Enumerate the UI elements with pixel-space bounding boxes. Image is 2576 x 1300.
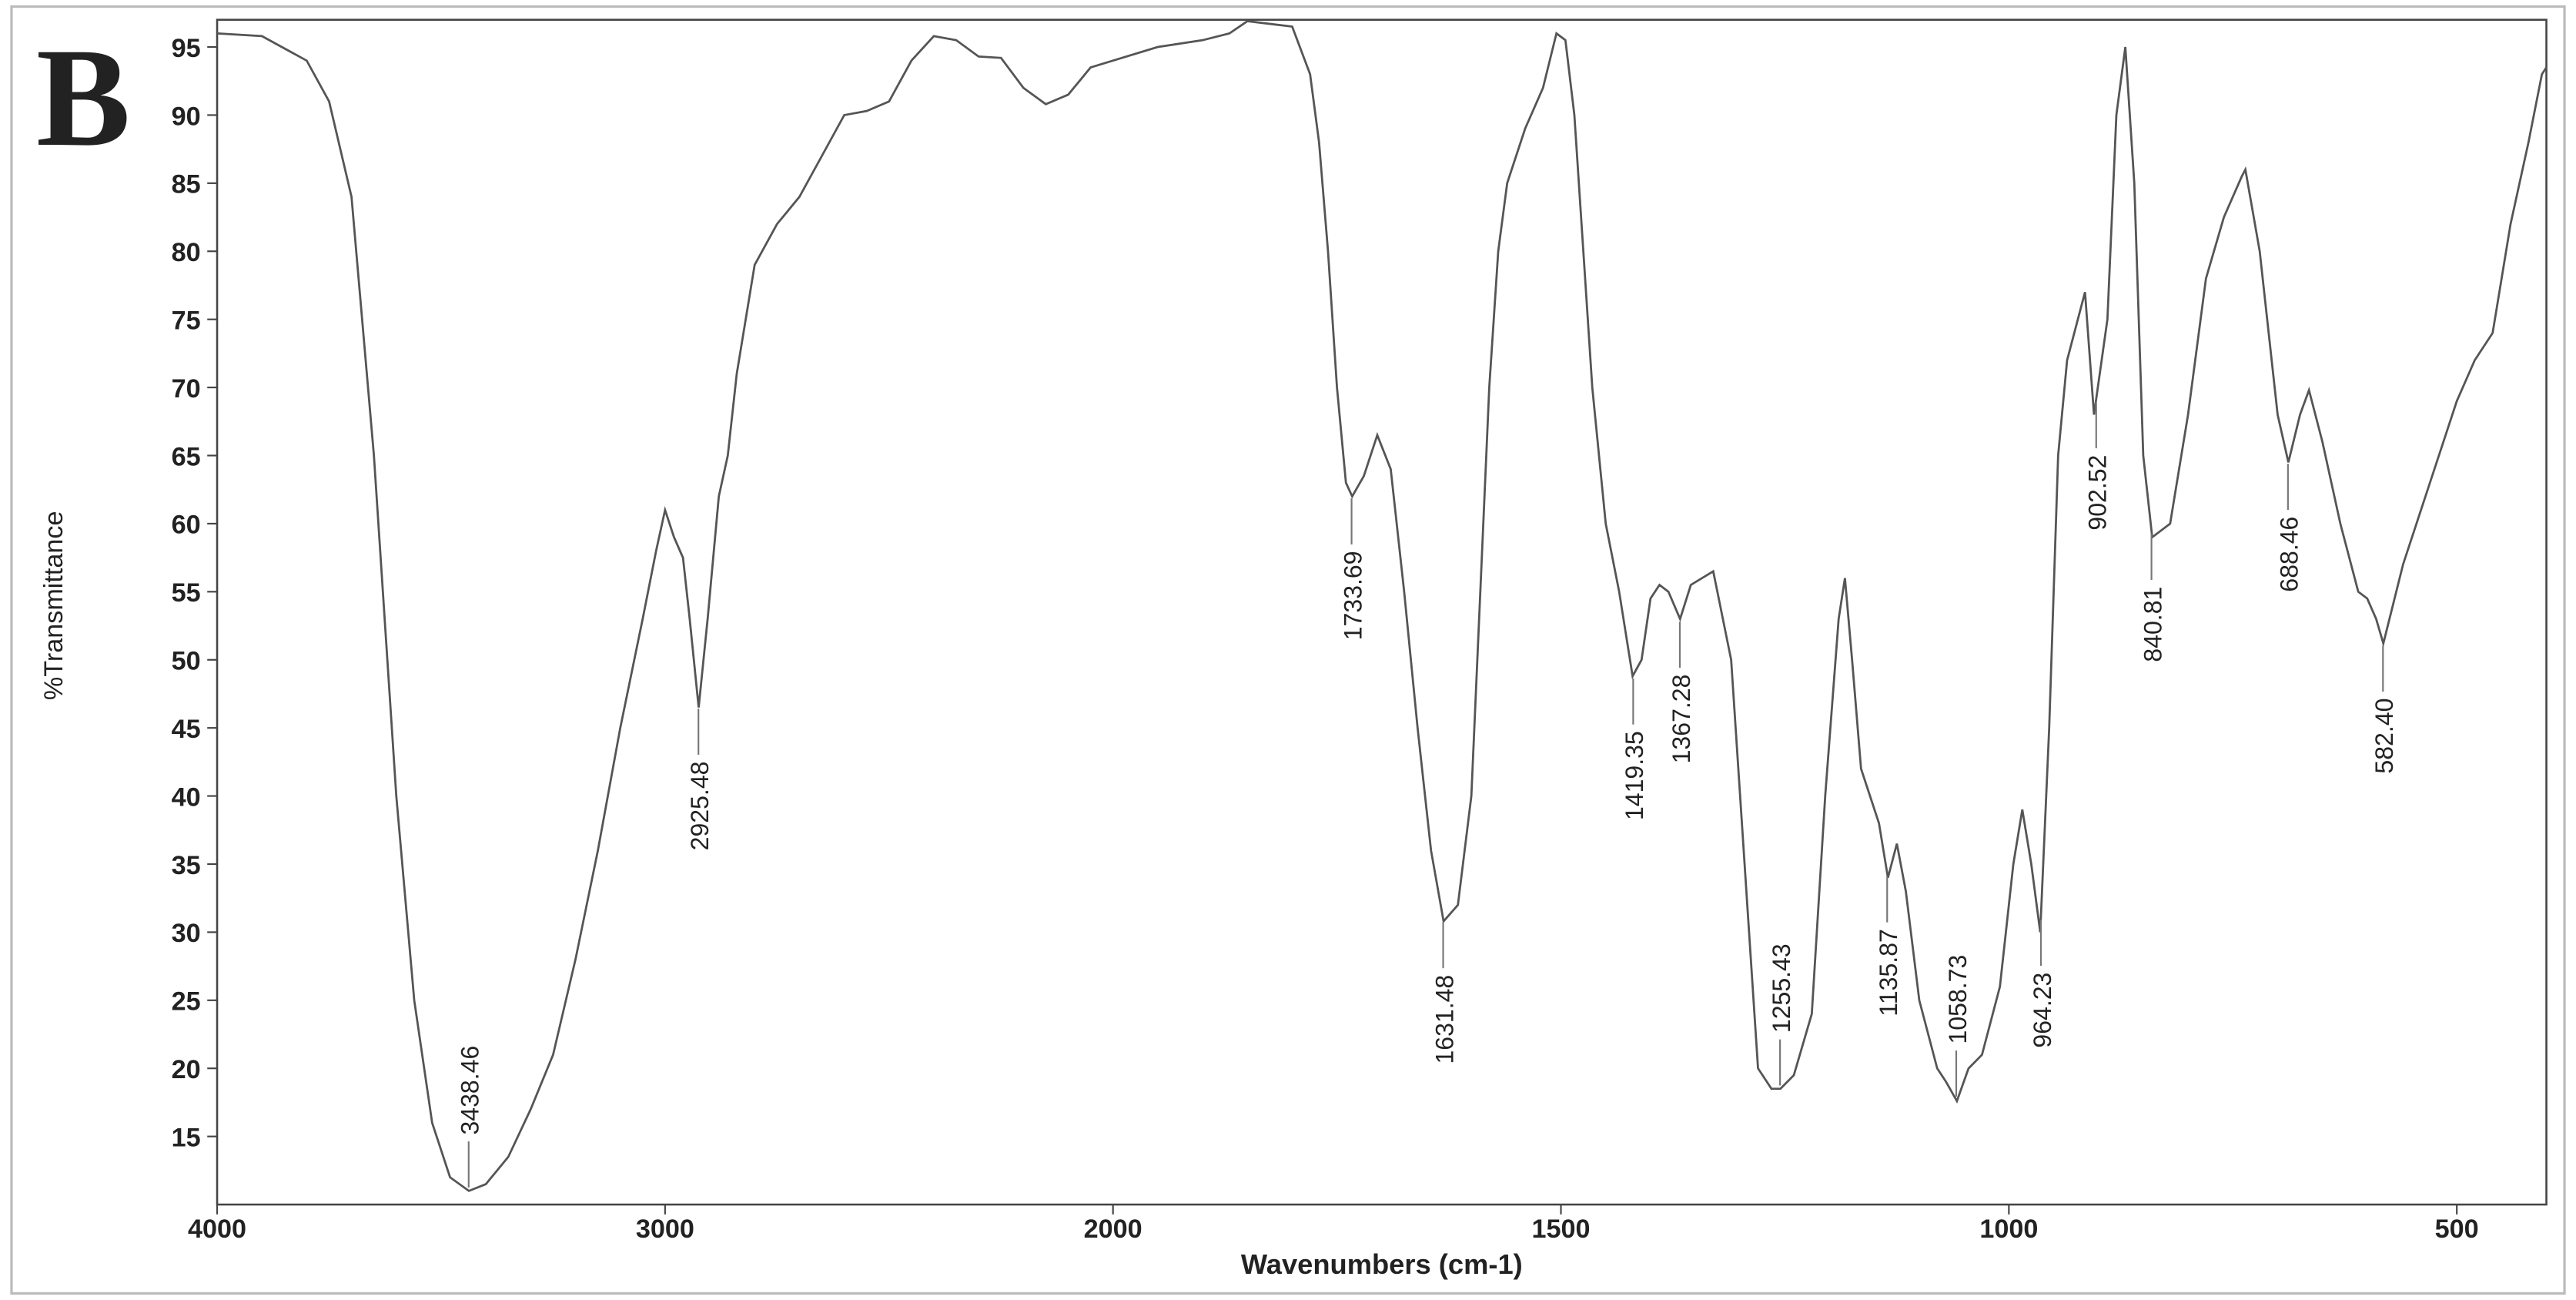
peak-label: 2925.48 [686,762,714,851]
plot-frame [216,18,2548,1206]
x-axis-label: Wavenumbers (cm-1) [1241,1248,1523,1280]
peak-label: 1255.43 [1768,943,1795,1033]
peak-label: 902.52 [2084,455,2112,531]
y-tick-label: 30 [172,919,201,948]
y-tick-label: 75 [172,306,201,335]
peak-label: 582.40 [2370,699,2398,774]
x-tick-label: 1000 [1979,1215,2038,1244]
outer-border [10,5,2566,1295]
peak-label: 964.23 [2029,973,2056,1048]
peak-label: 1733.69 [1339,551,1367,640]
y-tick-label: 70 [172,374,201,404]
peak-label: 1631.48 [1430,975,1458,1064]
x-tick-label: 500 [2435,1215,2479,1244]
peak-label: 1419.35 [1621,731,1648,820]
x-tick-label: 1500 [1532,1215,1591,1244]
y-tick-label: 95 [172,34,201,63]
peak-label: 1367.28 [1668,675,1695,764]
x-tick-label: 4000 [188,1215,246,1244]
y-tick-label: 80 [172,238,201,267]
y-tick-label: 15 [172,1123,201,1152]
y-tick-label: 45 [172,715,201,744]
y-tick-label: 65 [172,442,201,471]
peak-label: 1058.73 [1944,955,1972,1044]
peak-label: 1135.87 [1875,929,1902,1016]
y-tick-label: 90 [172,102,201,131]
panel-label: B [36,18,131,176]
y-tick-label: 60 [172,511,201,540]
y-tick-label: 20 [172,1055,201,1084]
y-tick-label: 85 [172,170,201,199]
y-tick-label: 55 [172,578,201,608]
x-tick-label: 2000 [1084,1215,1142,1244]
peak-label: 688.46 [2276,517,2303,592]
y-tick-label: 50 [172,647,201,676]
y-tick-label: 35 [172,851,201,880]
x-tick-label: 3000 [636,1215,694,1244]
y-tick-label: 25 [172,987,201,1017]
y-tick-label: 40 [172,782,201,812]
peak-label: 3438.46 [457,1046,484,1135]
peak-label: 840.81 [2139,587,2166,662]
y-axis-label: %Transmittance [39,511,69,700]
spectrum-line [216,19,2548,1192]
